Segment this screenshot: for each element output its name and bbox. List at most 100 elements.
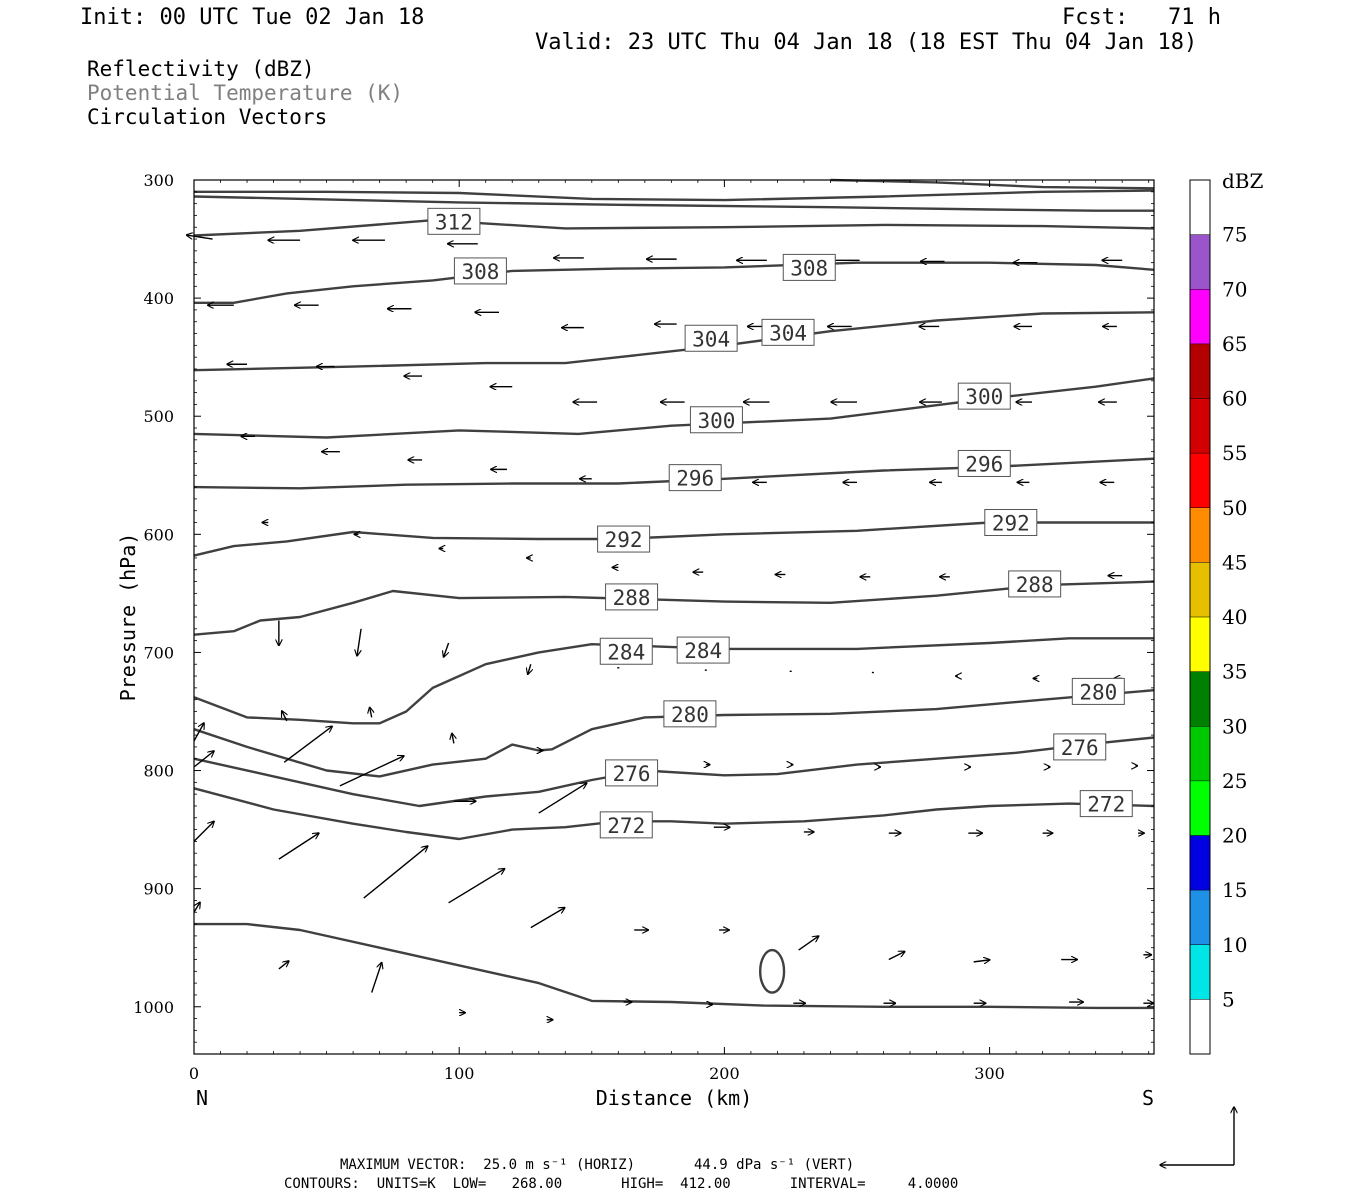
reference-vector-key bbox=[1160, 1107, 1234, 1165]
colorbar-level-label: 40 bbox=[1222, 605, 1247, 629]
wind-vector bbox=[452, 733, 454, 744]
colorbar-swatch bbox=[1190, 180, 1210, 235]
contour-label: 280 bbox=[1071, 677, 1125, 705]
colorbar-swatch bbox=[1190, 671, 1210, 727]
contour-label: 284 bbox=[676, 636, 730, 664]
contour-label: 292 bbox=[984, 509, 1038, 537]
colorbar-swatch bbox=[1190, 562, 1210, 617]
colorbar-swatch bbox=[1190, 398, 1210, 454]
wind-vector bbox=[444, 642, 450, 657]
colorbar-swatch bbox=[1190, 617, 1210, 672]
contour-label: 296 bbox=[668, 464, 722, 492]
init-time: Init: 00 UTC Tue 02 Jan 18 bbox=[80, 5, 425, 30]
contour-label: 308 bbox=[782, 253, 836, 281]
contour-label-box bbox=[663, 700, 717, 728]
colorbar-swatch bbox=[1190, 890, 1210, 945]
contour-label: 280 bbox=[663, 700, 717, 728]
y-tick-label: 1000 bbox=[133, 998, 174, 1017]
contour-label-box bbox=[1053, 733, 1107, 761]
colorbar-level-label: 30 bbox=[1222, 714, 1247, 738]
colorbar-level-label: 45 bbox=[1222, 550, 1247, 574]
colorbar-level-label: 65 bbox=[1222, 332, 1247, 356]
wind-vector bbox=[528, 664, 531, 674]
reflectivity-contours bbox=[758, 948, 786, 994]
wind-vector bbox=[371, 963, 382, 993]
contour-label-text: 304 bbox=[769, 321, 807, 345]
wind-vector bbox=[538, 783, 587, 814]
wind-vector bbox=[187, 235, 213, 240]
wind-vector bbox=[798, 936, 819, 951]
wind-vector bbox=[888, 952, 905, 961]
reflectivity-colorbar: 5 10 15 20 25 30 35 40 45 50 55 60 65 70 75 bbox=[1189, 179, 1247, 1055]
colorbar-level-label: 60 bbox=[1222, 387, 1247, 411]
wind-vector bbox=[193, 723, 204, 742]
x-tick-label: 300 bbox=[974, 1064, 1005, 1083]
contour-label-text: 300 bbox=[697, 409, 735, 433]
contour-label-box bbox=[599, 811, 653, 839]
colorbar-swatch bbox=[1190, 726, 1210, 781]
contour-labels: 312 308 308 304 304 300 300 296 296 292 292 288 288 2… bbox=[427, 207, 1133, 839]
contour-label-box bbox=[684, 324, 738, 352]
x-tick-label: 100 bbox=[444, 1064, 475, 1083]
contour-info: CONTOURS: UNITS=K LOW= 268.00 HIGH= 412.… bbox=[284, 1176, 959, 1192]
contour-label-text: 308 bbox=[461, 260, 499, 284]
wind-vector bbox=[448, 869, 505, 904]
contour-label: 308 bbox=[453, 257, 507, 285]
x-tick-label: 200 bbox=[709, 1064, 740, 1083]
colorbar-level-label: 50 bbox=[1222, 496, 1247, 520]
contour-label-text: 308 bbox=[790, 256, 828, 280]
isentrope-308 bbox=[194, 261, 1155, 304]
contour-label: 304 bbox=[684, 324, 738, 352]
colorbar-swatch bbox=[1190, 835, 1210, 891]
plot-frame bbox=[193, 179, 1155, 1055]
colorbar-level-label: 10 bbox=[1222, 933, 1247, 957]
contour-label: 300 bbox=[689, 406, 743, 434]
isentrope-296 bbox=[193, 457, 1155, 490]
contour-label: 304 bbox=[761, 318, 815, 346]
contour-label-text: 292 bbox=[992, 512, 1030, 536]
wind-vector bbox=[193, 902, 200, 913]
isentrope-272 bbox=[193, 787, 1155, 841]
field-label-circulation-vectors: Circulation Vectors bbox=[87, 105, 328, 129]
contour-label-box bbox=[597, 525, 651, 553]
contour-label: 292 bbox=[597, 525, 651, 553]
colorbar-level-label: 35 bbox=[1222, 660, 1247, 684]
wind-vector bbox=[530, 908, 565, 929]
contour-label-box bbox=[689, 406, 743, 434]
contour-label-text: 284 bbox=[684, 639, 722, 663]
colorbar-unit-label: dBZ bbox=[1222, 169, 1264, 193]
contour-label: 312 bbox=[427, 207, 481, 235]
contour-label-text: 288 bbox=[613, 586, 651, 610]
y-axis-title: Pressure (hPa) bbox=[116, 533, 140, 702]
colorbar-swatch bbox=[1190, 289, 1210, 344]
y-tick-label: 500 bbox=[143, 407, 174, 426]
contour-label-box bbox=[957, 449, 1011, 477]
isentrope-284 bbox=[193, 637, 1154, 725]
y-tick-label: 400 bbox=[143, 289, 174, 308]
contour-label: 288 bbox=[605, 583, 659, 611]
wind-vector bbox=[357, 628, 362, 656]
colorbar-swatch bbox=[1190, 944, 1210, 1000]
contour-label-box bbox=[1079, 790, 1133, 818]
y-tick-label: 700 bbox=[143, 643, 174, 662]
y-tick-label: 300 bbox=[143, 171, 174, 190]
contour-label-box bbox=[957, 382, 1011, 410]
contour-label-box bbox=[453, 257, 507, 285]
colorbar-level-label: 70 bbox=[1222, 277, 1247, 301]
circulation-vectors bbox=[187, 235, 1154, 1020]
contour-label-text: 284 bbox=[607, 640, 645, 664]
contour-label: 276 bbox=[1053, 733, 1107, 761]
contour-label-text: 292 bbox=[605, 528, 643, 552]
contour-label-box bbox=[605, 759, 659, 787]
colorbar-swatch bbox=[1190, 343, 1210, 399]
contour-label: 284 bbox=[599, 637, 653, 665]
contour-label-text: 272 bbox=[607, 814, 645, 838]
colorbar-level-label: 5 bbox=[1222, 987, 1235, 1011]
contour-label-text: 276 bbox=[613, 762, 651, 786]
contour-label-text: 280 bbox=[1079, 680, 1117, 704]
contour-label: 300 bbox=[957, 382, 1011, 410]
colorbar-swatch bbox=[1190, 507, 1210, 563]
wind-vector bbox=[282, 711, 287, 722]
axes: 300 400 500 600 700 800 900 1000 0 100 200 300 bbox=[133, 171, 1154, 1083]
contour-label-box bbox=[668, 464, 722, 492]
